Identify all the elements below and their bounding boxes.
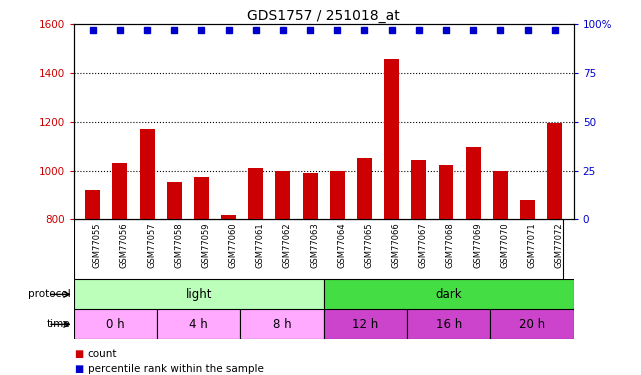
Text: 0 h: 0 h [106, 318, 125, 331]
Bar [438, 165, 453, 375]
Bar [74, 279, 324, 309]
Bar [493, 171, 508, 375]
Text: 8 h: 8 h [272, 318, 292, 331]
Bar [490, 309, 574, 339]
Text: GSM77066: GSM77066 [392, 222, 401, 268]
Text: protocol: protocol [28, 290, 71, 299]
Text: GSM77058: GSM77058 [174, 222, 183, 268]
Text: GSM77071: GSM77071 [528, 222, 537, 268]
Text: GSM77055: GSM77055 [93, 222, 102, 268]
Text: ■: ■ [74, 364, 83, 374]
Bar [167, 182, 182, 375]
Bar [465, 147, 481, 375]
Text: ■: ■ [74, 350, 83, 359]
Bar [74, 309, 157, 339]
Text: 4 h: 4 h [189, 318, 208, 331]
Bar [276, 171, 290, 375]
Text: GSM77072: GSM77072 [554, 222, 563, 268]
Bar [547, 123, 562, 375]
Text: dark: dark [435, 288, 462, 301]
Text: 12 h: 12 h [353, 318, 378, 331]
Text: 20 h: 20 h [519, 318, 545, 331]
Bar [384, 58, 399, 375]
Bar [303, 173, 317, 375]
Bar [324, 279, 574, 309]
Bar [221, 214, 236, 375]
Text: count: count [88, 350, 117, 359]
Bar [407, 309, 490, 339]
Text: percentile rank within the sample: percentile rank within the sample [88, 364, 263, 374]
Text: GSM77067: GSM77067 [419, 222, 428, 268]
Text: GSM77065: GSM77065 [365, 222, 374, 268]
Text: GSM77063: GSM77063 [310, 222, 319, 268]
Text: light: light [185, 288, 212, 301]
Text: GSM77069: GSM77069 [473, 222, 482, 268]
Text: GSM77056: GSM77056 [120, 222, 129, 268]
Bar [112, 164, 128, 375]
Text: GSM77070: GSM77070 [501, 222, 510, 268]
Text: 16 h: 16 h [436, 318, 462, 331]
Bar [140, 129, 154, 375]
Bar [357, 158, 372, 375]
Bar [324, 309, 407, 339]
Bar [520, 200, 535, 375]
Text: GSM77057: GSM77057 [147, 222, 156, 268]
Bar [85, 190, 100, 375]
Bar [330, 171, 345, 375]
Bar [157, 309, 240, 339]
Text: GSM77061: GSM77061 [256, 222, 265, 268]
Bar [194, 177, 209, 375]
Bar [240, 309, 324, 339]
Text: GSM77060: GSM77060 [229, 222, 238, 268]
Text: GSM77062: GSM77062 [283, 222, 292, 268]
Bar [412, 160, 426, 375]
Text: GDS1757 / 251018_at: GDS1757 / 251018_at [247, 9, 400, 23]
Text: GSM77059: GSM77059 [201, 222, 210, 268]
Text: GSM77068: GSM77068 [446, 222, 455, 268]
Text: time: time [47, 320, 71, 329]
Text: GSM77064: GSM77064 [337, 222, 346, 268]
Bar [248, 168, 263, 375]
